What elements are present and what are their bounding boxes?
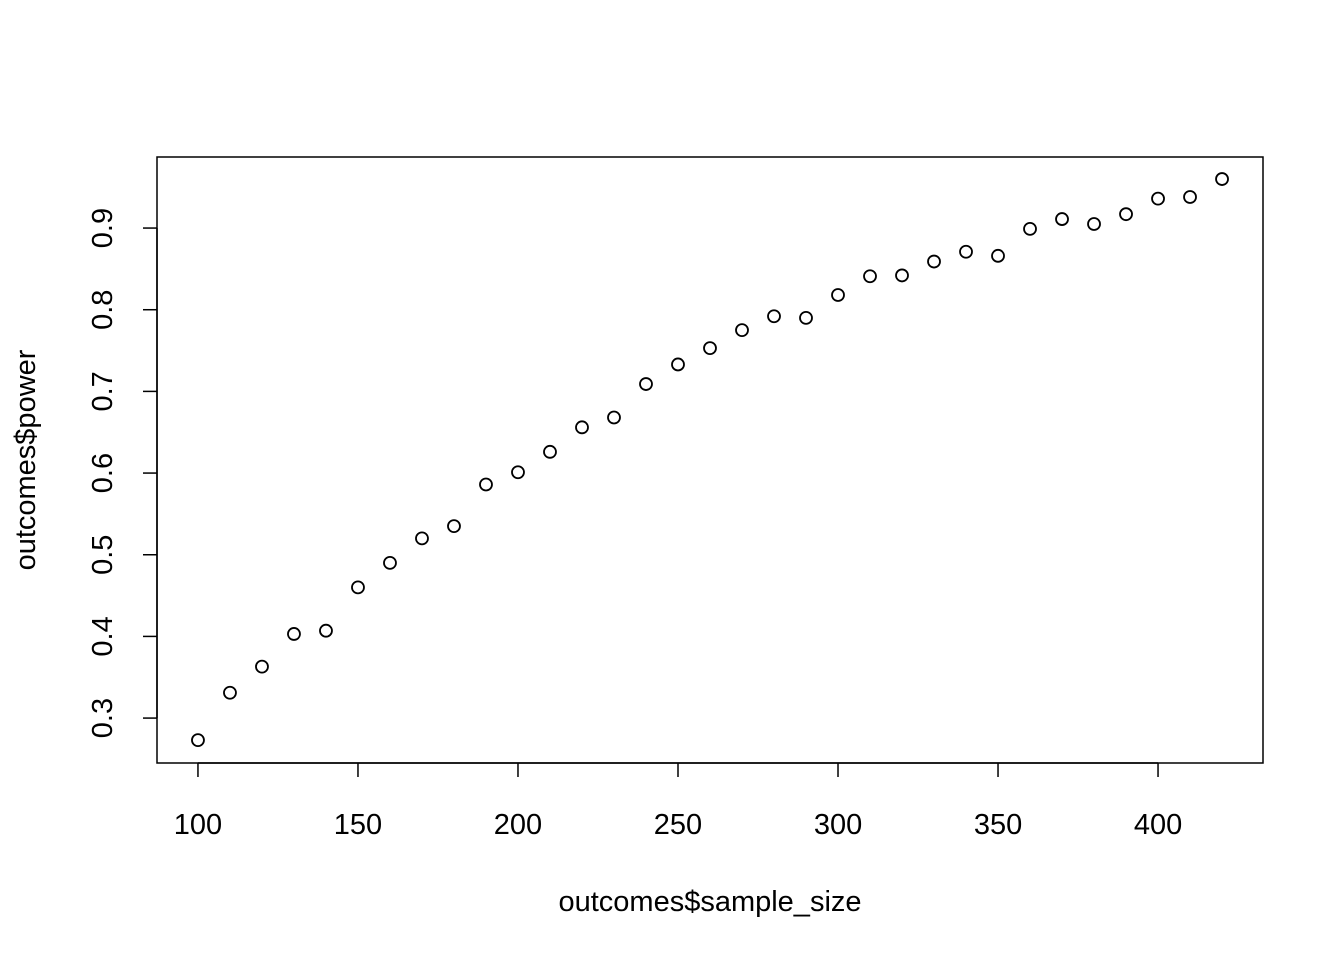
data-point <box>447 519 461 534</box>
y-tick-label: 0.3 <box>87 698 119 738</box>
data-point <box>287 627 301 641</box>
plot-area-border <box>156 156 1264 764</box>
data-point <box>991 248 1005 263</box>
y-tick-label: 0.6 <box>87 453 119 493</box>
data-point <box>479 477 493 492</box>
data-point <box>415 531 429 546</box>
x-tick-label: 300 <box>814 809 862 841</box>
data-point <box>831 288 845 302</box>
data-point <box>1055 212 1069 226</box>
data-point <box>383 556 397 570</box>
data-point <box>799 310 813 325</box>
data-point <box>351 580 365 595</box>
y-tick-label: 0.7 <box>87 371 119 411</box>
data-point <box>223 685 237 700</box>
data-point <box>927 254 941 269</box>
data-point <box>1119 207 1133 222</box>
data-point <box>703 341 717 356</box>
data-point <box>575 420 589 435</box>
x-tick-label: 200 <box>494 809 542 841</box>
x-tick-label: 250 <box>654 809 702 841</box>
x-tick-label: 400 <box>1134 809 1182 841</box>
data-point <box>1087 217 1101 231</box>
data-point <box>191 733 205 748</box>
data-point <box>735 323 749 338</box>
data-point <box>255 659 269 674</box>
x-tick-label: 350 <box>974 809 1022 841</box>
data-point <box>607 410 621 425</box>
x-tick-label: 100 <box>174 809 222 841</box>
data-point <box>511 465 525 480</box>
y-axis-title: outcomes$power <box>10 349 42 570</box>
data-point <box>1215 172 1229 186</box>
data-point <box>767 309 781 324</box>
y-tick-label: 0.8 <box>87 290 119 330</box>
y-axis: 0.3 0.4 0.5 0.6 0.7 0.8 0.9 <box>87 208 158 738</box>
data-point <box>639 377 653 391</box>
y-tick-label: 0.9 <box>87 208 119 248</box>
data-point <box>1023 221 1037 236</box>
x-axis: 100 150 200 250 300 350 400 <box>174 762 1182 841</box>
x-tick-label: 150 <box>334 809 382 841</box>
data-point <box>671 357 685 372</box>
y-tick-label: 0.5 <box>87 535 119 575</box>
data-point <box>319 623 333 638</box>
data-point <box>863 269 877 284</box>
data-point <box>543 444 557 459</box>
data-point <box>1183 190 1197 204</box>
x-axis-title: outcomes$sample_size <box>558 886 861 918</box>
data-points <box>191 172 1229 748</box>
data-point <box>1151 191 1165 206</box>
data-point <box>895 268 909 283</box>
data-point <box>959 244 973 259</box>
y-tick-label: 0.4 <box>87 616 119 656</box>
